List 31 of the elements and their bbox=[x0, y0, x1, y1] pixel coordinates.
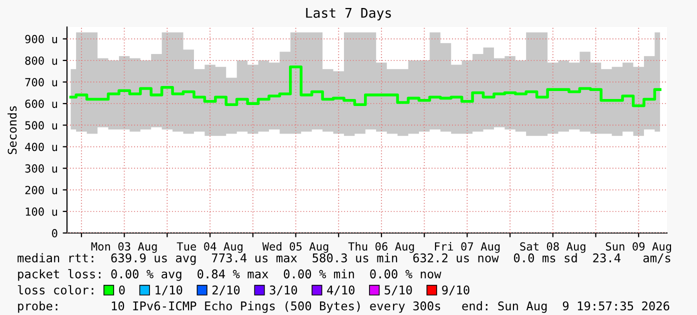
y-tick-label: 0 bbox=[52, 229, 58, 238]
y-axis-title: Seconds bbox=[8, 106, 17, 154]
x-tick-label: Mon 03 Aug bbox=[91, 242, 157, 253]
y-tick-label: 200 u bbox=[25, 186, 57, 194]
legend-label: 9/10 bbox=[442, 285, 470, 296]
legend-label: 5/10 bbox=[384, 285, 412, 296]
x-tick-label: Sun 09 Aug bbox=[606, 242, 672, 253]
y-tick-label: 700 u bbox=[25, 78, 57, 86]
legend-label: 1/10 bbox=[156, 285, 182, 296]
legend-label: 4/10 bbox=[327, 285, 354, 296]
x-tick-label: Wed 05 Aug bbox=[262, 242, 328, 253]
x-tick-label: Fri 07 Aug bbox=[434, 242, 500, 253]
y-tick-label: 300 u bbox=[25, 164, 57, 173]
y-tick-label: 500 u bbox=[25, 121, 57, 130]
x-tick-label: Tue 04 Aug bbox=[176, 242, 242, 253]
x-tick-label: Sat 08 Aug bbox=[520, 242, 586, 253]
text: probe: 10 IPv6-ICMP Echo Pings (500 Bytes) every 300s bbox=[18, 301, 440, 313]
y-tick-label: 400 u bbox=[25, 142, 57, 152]
legend-label: 0 bbox=[119, 285, 125, 294]
y-tick-label: 900 u bbox=[25, 34, 57, 44]
text: median rtt: 639.9 us avg 773.4 us max 580.3 us min 632.2 us now 0.0 ms sd 23.4 am/s bbox=[18, 253, 670, 265]
y-tick-label: 800 u bbox=[25, 56, 57, 65]
legend-label: 3/10 bbox=[270, 285, 298, 296]
text: packet loss: 0.00 % avg 0.84 % max 0.00 % min 0.00 % now bbox=[18, 269, 442, 281]
y-tick-label: 600 u bbox=[25, 100, 57, 108]
y-tick-label: 100 u bbox=[26, 207, 57, 216]
x-tick-label: Thu 06 Aug bbox=[348, 242, 414, 253]
legend-label: 2/10 bbox=[212, 285, 240, 296]
legend-title: loss color: bbox=[18, 285, 94, 294]
text: end: Sun Aug 9 19:57:35 2026 bbox=[462, 301, 670, 313]
chart-title: Last 7 Days bbox=[306, 8, 391, 20]
